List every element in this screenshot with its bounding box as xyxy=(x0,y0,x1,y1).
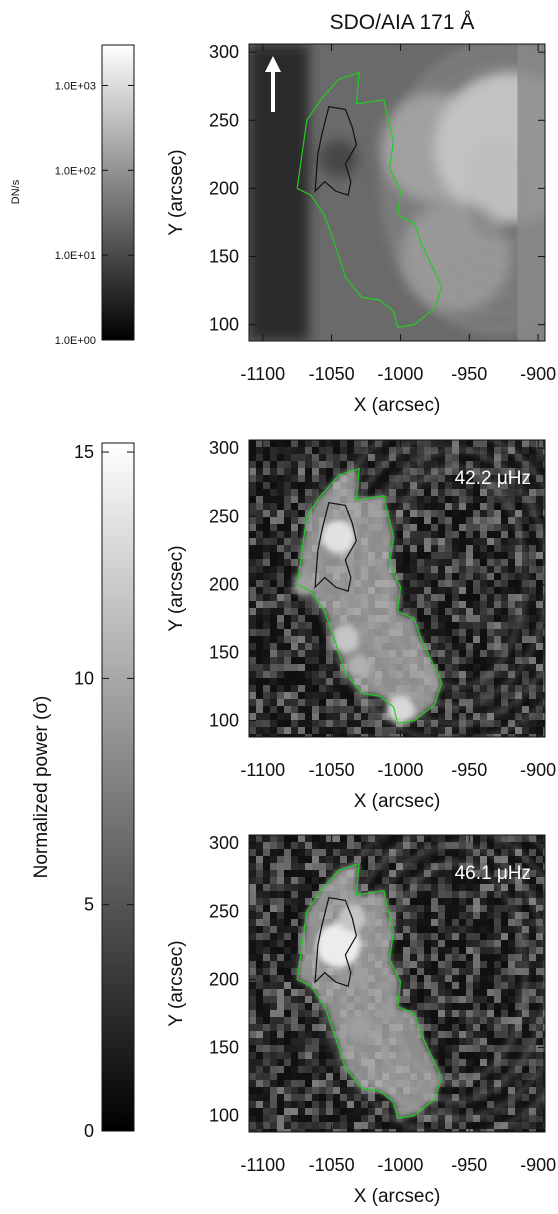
colorbar-intensity-tick-label: 1.0E+00 xyxy=(55,335,96,347)
colorbar-power-tick-label: 5 xyxy=(84,895,94,915)
x-tick-label: -1100 xyxy=(240,1155,285,1175)
colorbar-power-label: Normalized power (σ) xyxy=(31,696,52,879)
plot-frame xyxy=(248,439,546,738)
x-tick-label: -1100 xyxy=(240,760,285,780)
colorbar-intensity-tick-label: 1.0E+01 xyxy=(55,250,96,262)
contour-outer xyxy=(296,467,443,725)
contour-inner xyxy=(314,105,358,197)
colorbar-power-tick-label: 15 xyxy=(74,442,94,462)
colorbar-intensity-tick-label: 1.0E+02 xyxy=(55,165,96,177)
colorbar-intensity-gradient xyxy=(101,44,135,341)
heatmap-image xyxy=(249,44,545,341)
y-axis-label: Y (arcsec) xyxy=(166,940,187,1026)
y-tick-label: 250 xyxy=(209,506,239,526)
x-tick-label: -900 xyxy=(520,1155,556,1175)
heatmap-blob xyxy=(331,625,360,653)
y-tick-label: 250 xyxy=(209,901,239,921)
contour-inner xyxy=(314,896,358,988)
x-tick-label: -950 xyxy=(451,364,487,384)
colorbar-power: Normalized power (σ) 15 10 5 0 xyxy=(31,442,135,1141)
heatmap-blob xyxy=(348,655,371,678)
x-tick-label: -1000 xyxy=(377,1155,423,1175)
heatmap-image xyxy=(249,835,545,1132)
x-tick-label: -900 xyxy=(520,364,556,384)
x-axis-label: X (arcsec) xyxy=(354,791,441,812)
y-tick-label: 150 xyxy=(209,643,239,663)
x-tick-label: -1050 xyxy=(309,1155,355,1175)
y-axis-label: Y (arcsec) xyxy=(166,545,187,631)
frequency-annotation: 46.1 μHz xyxy=(455,863,531,884)
y-tick-label: 200 xyxy=(209,969,239,989)
y-axis-label: Y (arcsec) xyxy=(166,149,187,235)
y-tick-label: 200 xyxy=(209,178,239,198)
y-tick-label: 300 xyxy=(209,438,239,458)
figure-title: SDO/AIA 171 Å xyxy=(330,11,475,34)
y-tick-label: 100 xyxy=(209,711,239,731)
colorbar-power-gradient xyxy=(101,442,135,1132)
y-tick-label: 100 xyxy=(209,1106,239,1126)
x-tick-label: -1050 xyxy=(309,364,355,384)
x-axis-label: X (arcsec) xyxy=(354,395,441,416)
y-tick-label: 300 xyxy=(209,42,239,62)
panel-1: -1100 -1050 -1000 -950 -900 100 150 200 250 300 X … xyxy=(166,42,556,416)
heatmap-blob xyxy=(400,201,511,312)
heatmap-blob xyxy=(319,139,358,178)
colorbar-intensity-unit: DN/s xyxy=(10,179,22,204)
y-tick-label: 200 xyxy=(209,574,239,594)
heatmap-image xyxy=(249,440,545,737)
x-tick-label: -900 xyxy=(520,760,556,780)
x-tick-label: -1000 xyxy=(377,364,423,384)
colorbar-intensity-tick-label: 1.0E+03 xyxy=(55,80,96,92)
x-tick-label: -950 xyxy=(451,760,487,780)
heatmap-blob xyxy=(346,1014,372,1040)
y-tick-label: 100 xyxy=(209,315,239,335)
y-tick-label: 300 xyxy=(209,833,239,853)
panel-2: -1100 -1050 -1000 -950 -900 100 150 200 250 300 X … xyxy=(166,438,556,812)
plot-frame xyxy=(248,834,546,1133)
colorbar-power-tick-label: 0 xyxy=(84,1121,94,1141)
colorbar-power-tick-label: 10 xyxy=(74,668,94,688)
heatmap-blob xyxy=(321,520,356,554)
plot-frame xyxy=(248,43,546,342)
y-tick-label: 250 xyxy=(209,110,239,130)
x-tick-label: -950 xyxy=(451,1155,487,1175)
power-band xyxy=(297,863,442,1119)
contour-outer xyxy=(296,71,443,329)
y-tick-label: 150 xyxy=(209,1038,239,1058)
y-tick-label: 150 xyxy=(209,247,239,267)
x-axis-label: X (arcsec) xyxy=(354,1186,441,1207)
power-band xyxy=(293,468,442,724)
colorbar-intensity: DN/s 1.0E+03 1.0E+02 1.0E+01 1.0E+00 xyxy=(10,44,135,347)
panel-3: -1100 -1050 -1000 -950 -900 100 150 200 250 300 X … xyxy=(166,833,556,1207)
heatmap-blob xyxy=(386,695,415,724)
heatmap-blob xyxy=(316,923,361,968)
contour-outer xyxy=(296,862,443,1120)
x-tick-label: -1100 xyxy=(240,364,285,384)
frequency-annotation: 42.2 μHz xyxy=(455,468,531,489)
x-tick-label: -1000 xyxy=(377,760,423,780)
contour-inner xyxy=(314,501,358,593)
x-tick-label: -1050 xyxy=(309,760,355,780)
